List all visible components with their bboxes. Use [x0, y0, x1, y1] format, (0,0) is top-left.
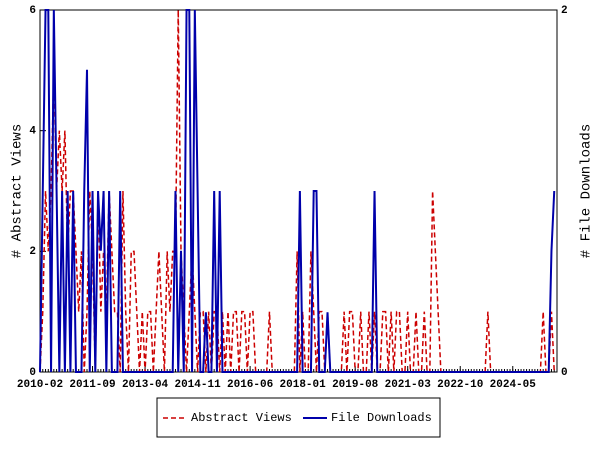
- y-tick-label: 6: [29, 5, 36, 17]
- x-tick-label: 2011-09: [69, 379, 115, 391]
- x-tick-label: 2021-03: [385, 379, 432, 391]
- legend-label: Abstract Views: [191, 411, 292, 425]
- x-tick-label: 2010-02: [17, 379, 63, 391]
- x-tick-label: 2018-01: [280, 379, 327, 391]
- legend-box: [156, 397, 441, 438]
- y-tick-label: 0: [29, 367, 36, 379]
- y-axis-label: # Abstract Views: [10, 124, 26, 258]
- x-tick-label: 2022-10: [437, 379, 483, 391]
- series-line: [39, 9, 555, 373]
- y2-tick-label: 0: [561, 367, 568, 379]
- plot-frame: [39, 9, 558, 373]
- y-tick-label: 2: [29, 246, 36, 258]
- x-tick-label: 2024-05: [490, 379, 537, 391]
- x-tick-label: 2013-04: [122, 379, 169, 391]
- y-tick-label: 4: [29, 126, 36, 138]
- x-tick-label: 2014-11: [174, 379, 221, 391]
- legend-label: File Downloads: [331, 411, 432, 425]
- series-line: [39, 9, 556, 373]
- y2-tick-label: 2: [561, 5, 568, 17]
- x-tick-label: 2016-06: [227, 379, 273, 391]
- y2-axis-label: # File Downloads: [579, 124, 595, 258]
- x-tick-label: 2019-08: [332, 379, 379, 391]
